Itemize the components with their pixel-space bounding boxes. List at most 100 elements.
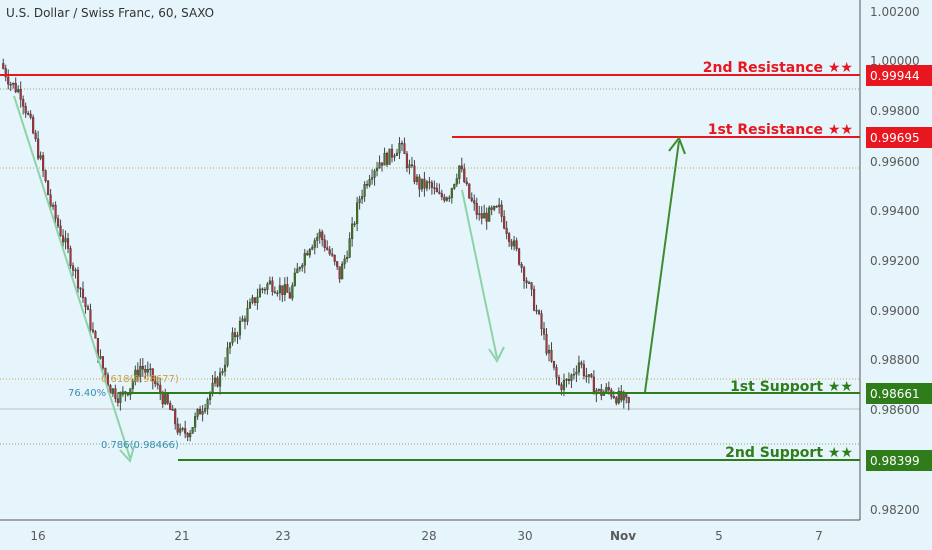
candle-body	[565, 379, 568, 381]
candle-body	[430, 182, 433, 188]
candle-body	[590, 374, 593, 378]
candle-body	[56, 218, 60, 227]
candle-body	[288, 292, 291, 299]
candle-body	[211, 382, 214, 394]
price-tag-resistance-1	[866, 127, 932, 148]
candle-body	[69, 248, 72, 266]
candle-body	[109, 385, 112, 394]
candle-body	[79, 287, 82, 290]
level-label-resistance-1: 1st Resistance ★★	[708, 122, 853, 138]
candle-body	[253, 297, 257, 304]
candle-body	[241, 318, 244, 322]
candle-body	[615, 397, 618, 404]
candle-body	[577, 362, 580, 373]
candle-body	[383, 153, 386, 166]
arrow-down-left-head	[119, 445, 135, 464]
candle-body	[91, 329, 95, 332]
candle-body	[226, 347, 229, 366]
candle-body	[156, 383, 159, 386]
candle-body	[298, 267, 301, 270]
candle-body	[557, 377, 561, 385]
candle-body	[448, 197, 451, 199]
candle-body	[71, 265, 75, 271]
candle-body	[555, 367, 558, 378]
x-tick-label: 23	[275, 529, 290, 543]
fib-label-76: 76.40%	[68, 388, 106, 399]
candle-body	[94, 331, 97, 339]
candle-body	[331, 253, 334, 256]
candle-body	[333, 255, 336, 262]
candle-body	[612, 396, 615, 399]
candle-body	[59, 225, 62, 236]
candle-body	[585, 375, 588, 378]
candle-body	[366, 184, 369, 186]
candle-body	[425, 181, 428, 189]
candle-body	[81, 288, 85, 299]
candle-body	[149, 368, 152, 370]
candle-body	[468, 183, 471, 199]
fib-label-786: 0.786(0.98466)	[101, 440, 179, 451]
candle-body	[47, 180, 50, 196]
candle-body	[373, 170, 376, 178]
candle-body	[104, 367, 107, 376]
candle-body	[361, 196, 364, 200]
candle-body	[410, 164, 414, 167]
price-axis[interactable]	[860, 0, 932, 520]
candle-body	[358, 198, 361, 203]
candle-body	[44, 170, 47, 182]
candle-body	[508, 233, 511, 242]
candle-body	[542, 328, 546, 335]
candle-body	[174, 409, 177, 425]
candle-body	[273, 291, 276, 294]
candle-body	[248, 302, 252, 309]
candle-body	[353, 223, 356, 225]
candle-body	[380, 162, 384, 166]
candle-body	[154, 380, 157, 384]
candle-body	[161, 393, 164, 405]
candle-body	[490, 207, 493, 210]
candle-body	[470, 197, 473, 201]
fib-label-618: 0.618(0.98677)	[101, 374, 179, 385]
candle-body	[423, 178, 426, 189]
candle-body	[495, 206, 498, 208]
candle-body	[368, 179, 371, 186]
candle-body	[12, 82, 15, 85]
candle-body	[189, 433, 192, 438]
candle-body	[535, 310, 538, 312]
candle-body	[131, 381, 134, 389]
candle-body	[438, 191, 441, 194]
candle-body	[186, 433, 189, 438]
candle-body	[291, 285, 294, 299]
candle-body	[54, 204, 57, 219]
candle-body	[151, 368, 154, 382]
candle-body	[74, 269, 77, 272]
candle-body	[313, 240, 316, 248]
x-tick-label: 21	[174, 529, 189, 543]
candle-body	[266, 283, 269, 290]
candle-body	[418, 176, 421, 190]
candle-body	[433, 187, 436, 189]
candle-body	[42, 155, 45, 171]
time-axis[interactable]	[0, 520, 932, 550]
candle-body	[99, 356, 102, 359]
candle-body	[89, 309, 92, 330]
candle-body	[527, 282, 531, 284]
candle-body	[256, 296, 259, 304]
candle-body	[620, 390, 623, 401]
price-tag-resistance-1-text: 0.99695	[870, 131, 920, 145]
candle-body	[537, 310, 541, 314]
candle-body	[395, 152, 399, 156]
candle-body	[545, 334, 548, 354]
candle-body	[607, 387, 610, 391]
candle-body	[341, 263, 344, 280]
candle-body	[400, 142, 404, 145]
candle-body	[515, 240, 518, 250]
candle-body	[141, 366, 144, 370]
candle-body	[393, 155, 396, 158]
candle-body	[500, 204, 503, 217]
candle-body	[498, 204, 501, 207]
candle-body	[24, 106, 27, 114]
level-label-support-2: 2nd Support ★★	[725, 445, 853, 461]
candle-body	[503, 216, 506, 229]
